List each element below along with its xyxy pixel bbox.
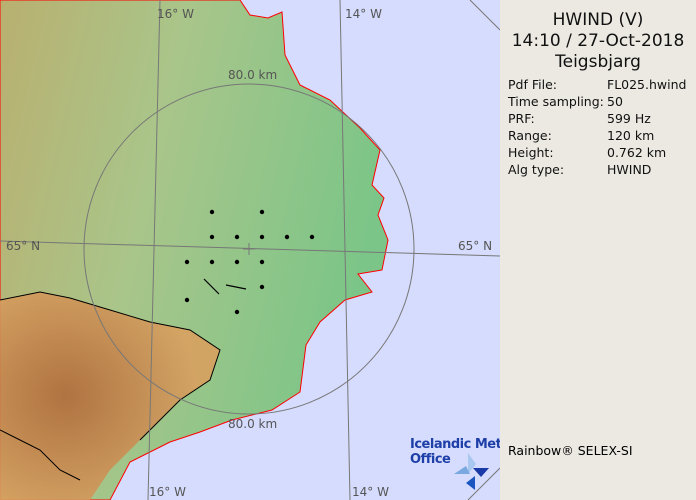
imo-logo-icon — [454, 453, 489, 490]
logo-text: Icelandic Met — [410, 437, 502, 452]
info-value: 120 km — [607, 128, 655, 143]
graticule — [0, 0, 500, 500]
lon-label: 14° W — [345, 7, 382, 21]
lat-label: 65° N — [6, 239, 40, 253]
radar-site: Teigsbjarg — [555, 52, 641, 72]
lon-label: 16° W — [157, 7, 194, 21]
info-row: Height: 0.762 km — [508, 145, 696, 162]
glacier-outline — [0, 291, 221, 481]
credit: Rainbow® SELEX-SI — [508, 443, 633, 458]
radar-map[interactable]: 16° W 14° W 16° W 14° W 65° N 65° N 80.0… — [0, 0, 500, 500]
info-key: PRF: — [508, 111, 535, 126]
product-title: HWIND (V) — [552, 10, 644, 30]
info-key: Time sampling: — [508, 94, 604, 109]
wind-barbs — [203, 278, 247, 295]
lon-label: 14° W — [352, 485, 389, 499]
info-key: Range: — [508, 128, 552, 143]
info-row: Pdf File: FL025.hwind — [508, 77, 696, 94]
info-row: PRF: 599 Hz — [508, 111, 696, 128]
info-value: FL025.hwind — [607, 77, 687, 92]
range-label: 80.0 km — [228, 417, 277, 431]
wind-points — [184, 209, 315, 315]
info-value: 599 Hz — [607, 111, 651, 126]
info-key: Alg type: — [508, 162, 565, 177]
info-value: 50 — [607, 94, 623, 109]
info-panel: HWIND (V) 14:10 / 27-Oct-2018 Teigsbjarg… — [500, 0, 696, 500]
lon-label: 16° W — [149, 485, 186, 499]
info-key: Height: — [508, 145, 554, 160]
product-datetime: 14:10 / 27-Oct-2018 — [511, 31, 685, 51]
info-row: Time sampling: 50 — [508, 94, 696, 111]
info-row: Range: 120 km — [508, 128, 696, 145]
logo-text: Office — [410, 452, 451, 467]
highland — [0, 292, 220, 500]
imo-logo: Icelandic Met Office — [410, 437, 502, 467]
info-value: HWIND — [607, 162, 652, 177]
range-label: 80.0 km — [228, 68, 277, 82]
range-ring — [83, 83, 415, 415]
lat-label: 65° N — [458, 239, 492, 253]
info-key: Pdf File: — [508, 77, 557, 92]
info-row: Alg type: HWIND — [508, 162, 696, 179]
info-value: 0.762 km — [607, 145, 667, 160]
